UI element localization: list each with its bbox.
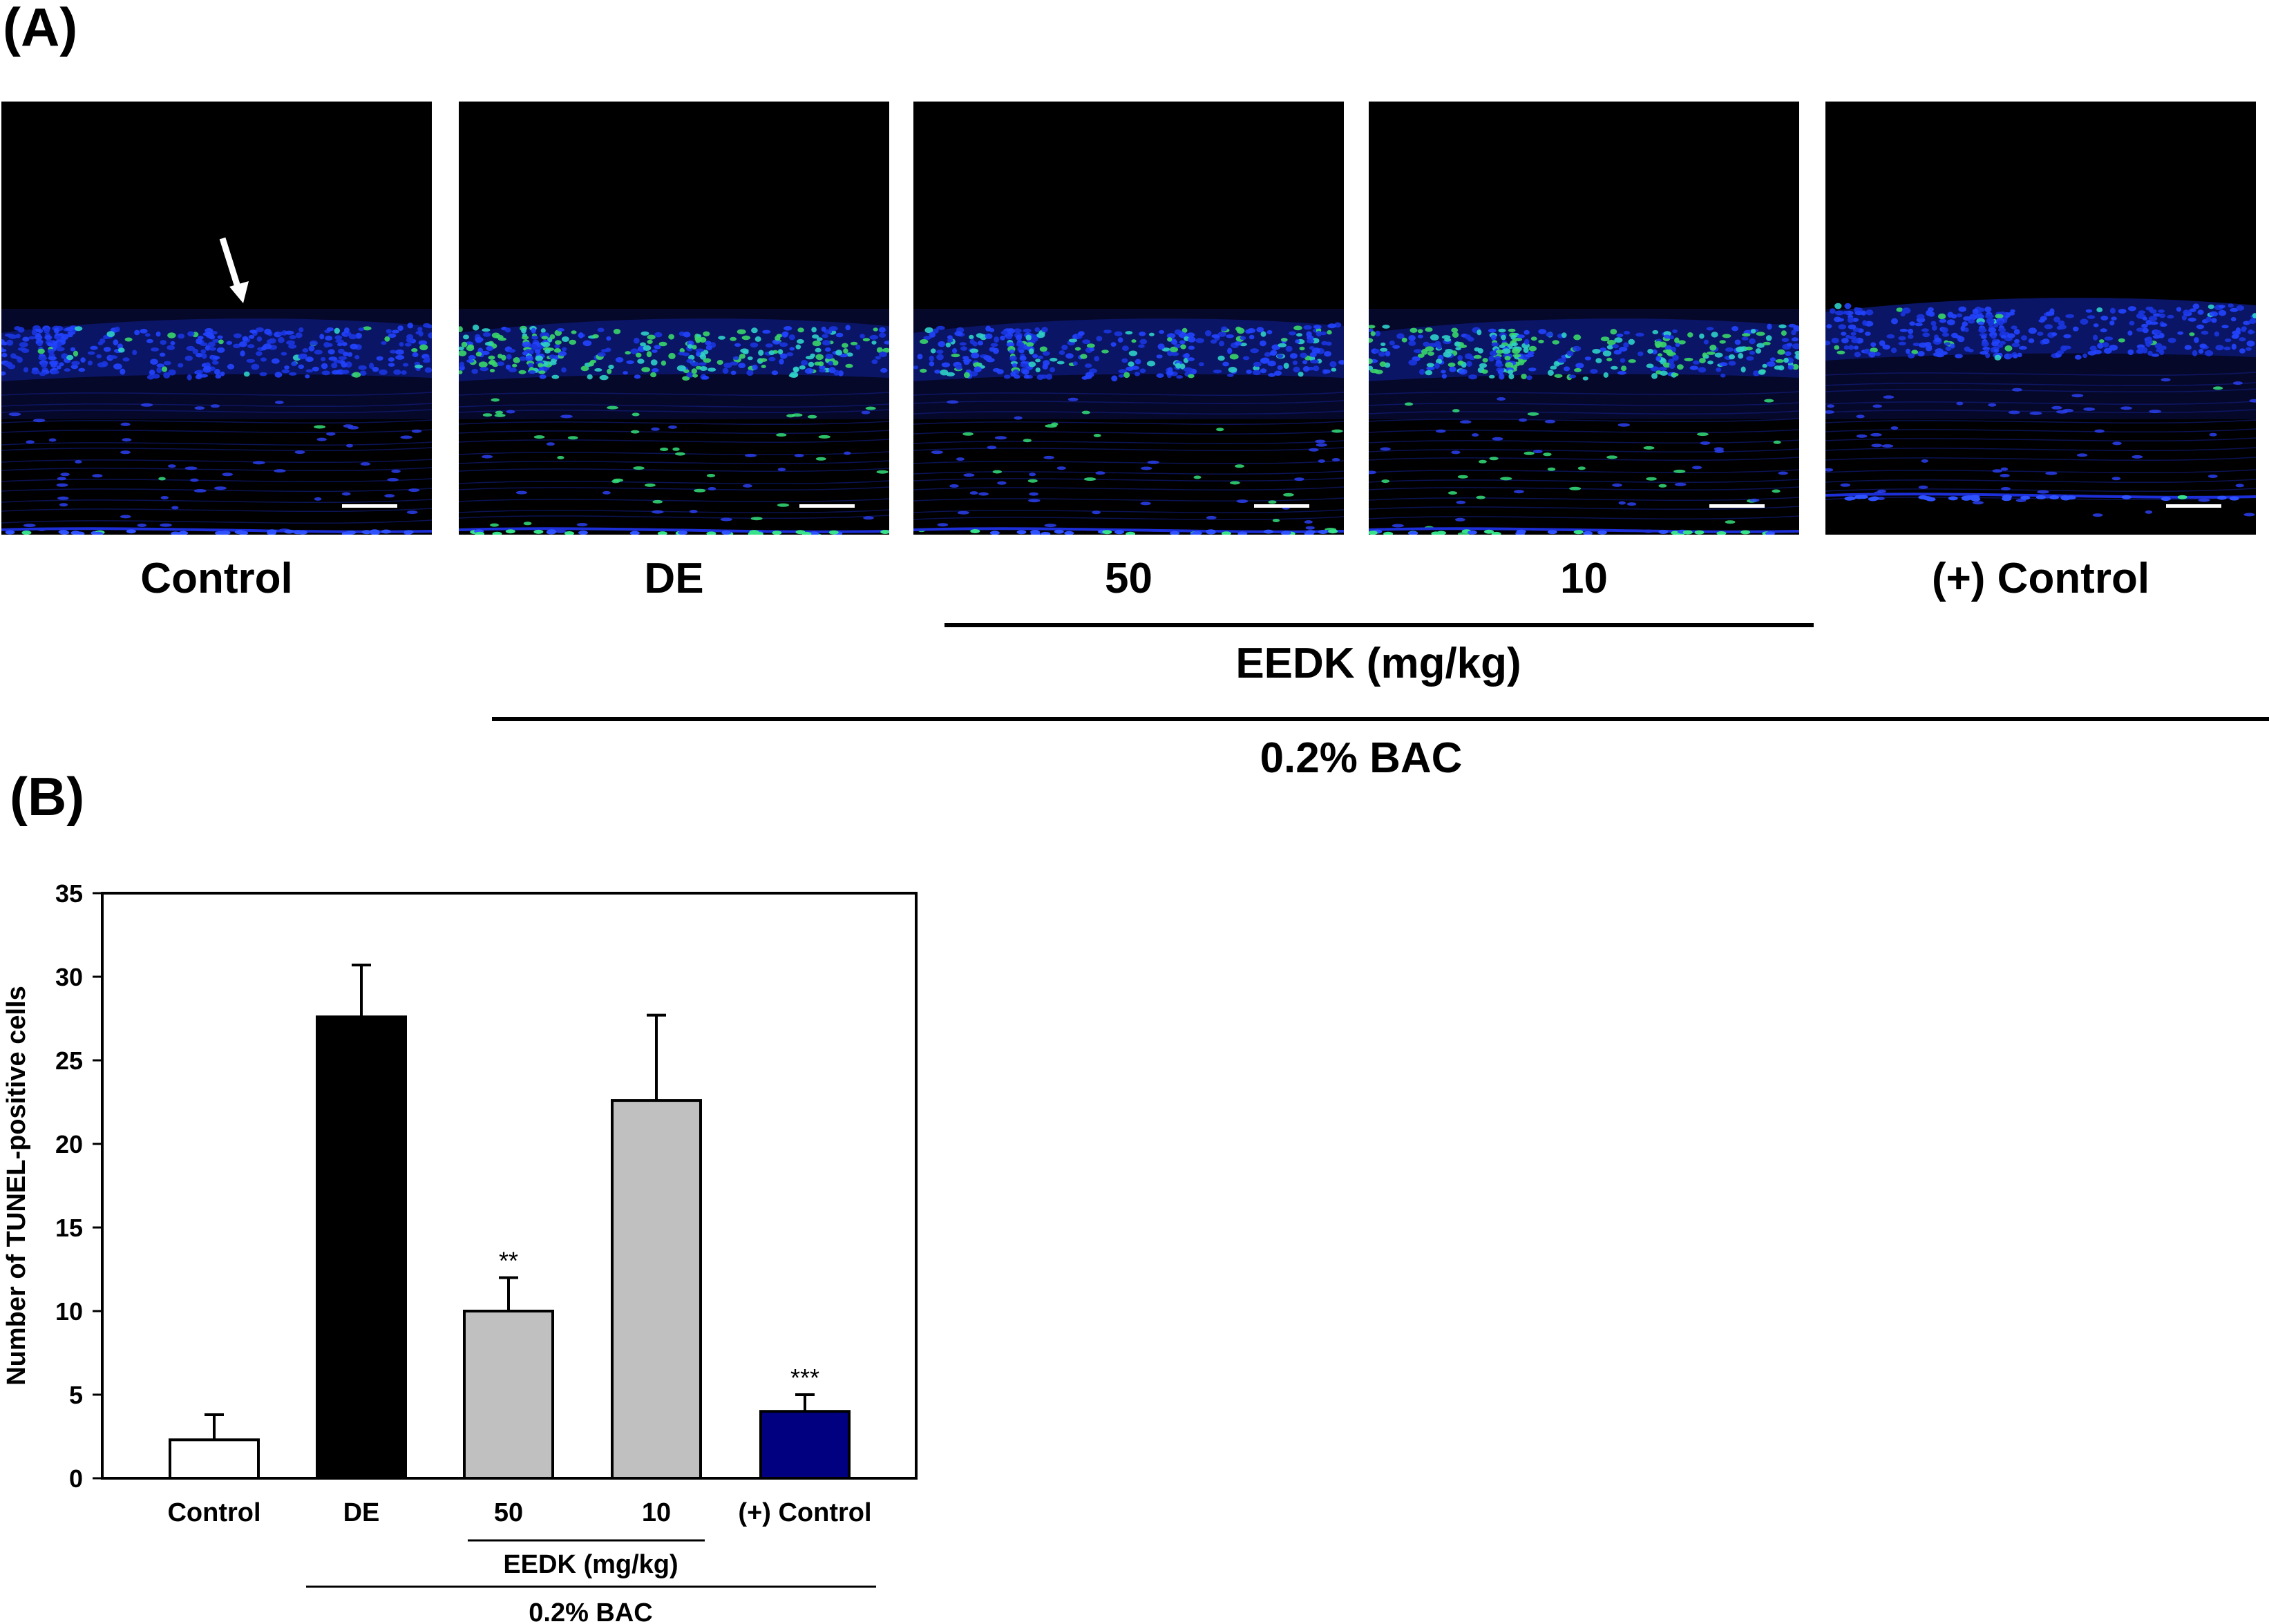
y-tick-label-25: 25	[55, 1047, 83, 1075]
panel-b-letter: (B)	[10, 766, 85, 827]
bac-bracket-line	[492, 717, 2269, 721]
y-axis-label: Number of TUNEL-positive cells	[2, 986, 31, 1386]
y-tick-label-35: 35	[55, 879, 83, 908]
micrograph-label-5: (+) Control	[1931, 555, 2150, 602]
micrograph-label-2: DE	[644, 555, 704, 602]
y-tick-label-15: 15	[55, 1214, 83, 1242]
micrograph-label-1: Control	[140, 555, 293, 602]
micrograph-label-3: 50	[1105, 555, 1152, 602]
x-tick-label-4: 10	[642, 1498, 671, 1527]
significance-5: ***	[790, 1364, 819, 1392]
x-tick-label-5: (+) Control	[738, 1498, 871, 1527]
eedk-bracket-line	[944, 623, 1814, 627]
micrograph-4	[1369, 102, 1799, 535]
bar-5	[759, 1410, 851, 1480]
y-tick-label-5: 5	[69, 1381, 83, 1409]
micrograph-2	[459, 102, 889, 535]
significance-3: **	[499, 1247, 518, 1275]
x-tick-label-2: DE	[343, 1498, 380, 1527]
x-tick-label-1: Control	[167, 1498, 260, 1527]
bac-chart-label: 0.2% BAC	[529, 1598, 653, 1624]
y-tick-label-10: 10	[55, 1297, 83, 1326]
tunel-bar-chart: 0 5 10 15 20 25 30 35 Number of TUNEL-positive c…	[2, 879, 918, 1624]
bac-group-label: 0.2% BAC	[1260, 734, 1463, 782]
bar-1	[169, 1438, 260, 1480]
bar-2	[316, 1015, 407, 1480]
bar-4	[611, 1099, 702, 1480]
micrograph-1	[1, 102, 432, 535]
y-tick-label-30: 30	[55, 963, 83, 991]
micrograph-3	[913, 102, 1344, 535]
eedk-chart-label: EEDK (mg/kg)	[503, 1550, 678, 1579]
y-tick-label-20: 20	[55, 1130, 83, 1158]
bar-3	[463, 1310, 554, 1480]
micrograph-5	[1825, 102, 2256, 535]
eedk-group-label: EEDK (mg/kg)	[1235, 640, 1521, 687]
x-tick-label-3: 50	[494, 1498, 523, 1527]
y-tick-label-0: 0	[69, 1464, 83, 1493]
panel-a-letter: (A)	[3, 0, 78, 57]
micrograph-label-4: 10	[1560, 555, 1608, 602]
